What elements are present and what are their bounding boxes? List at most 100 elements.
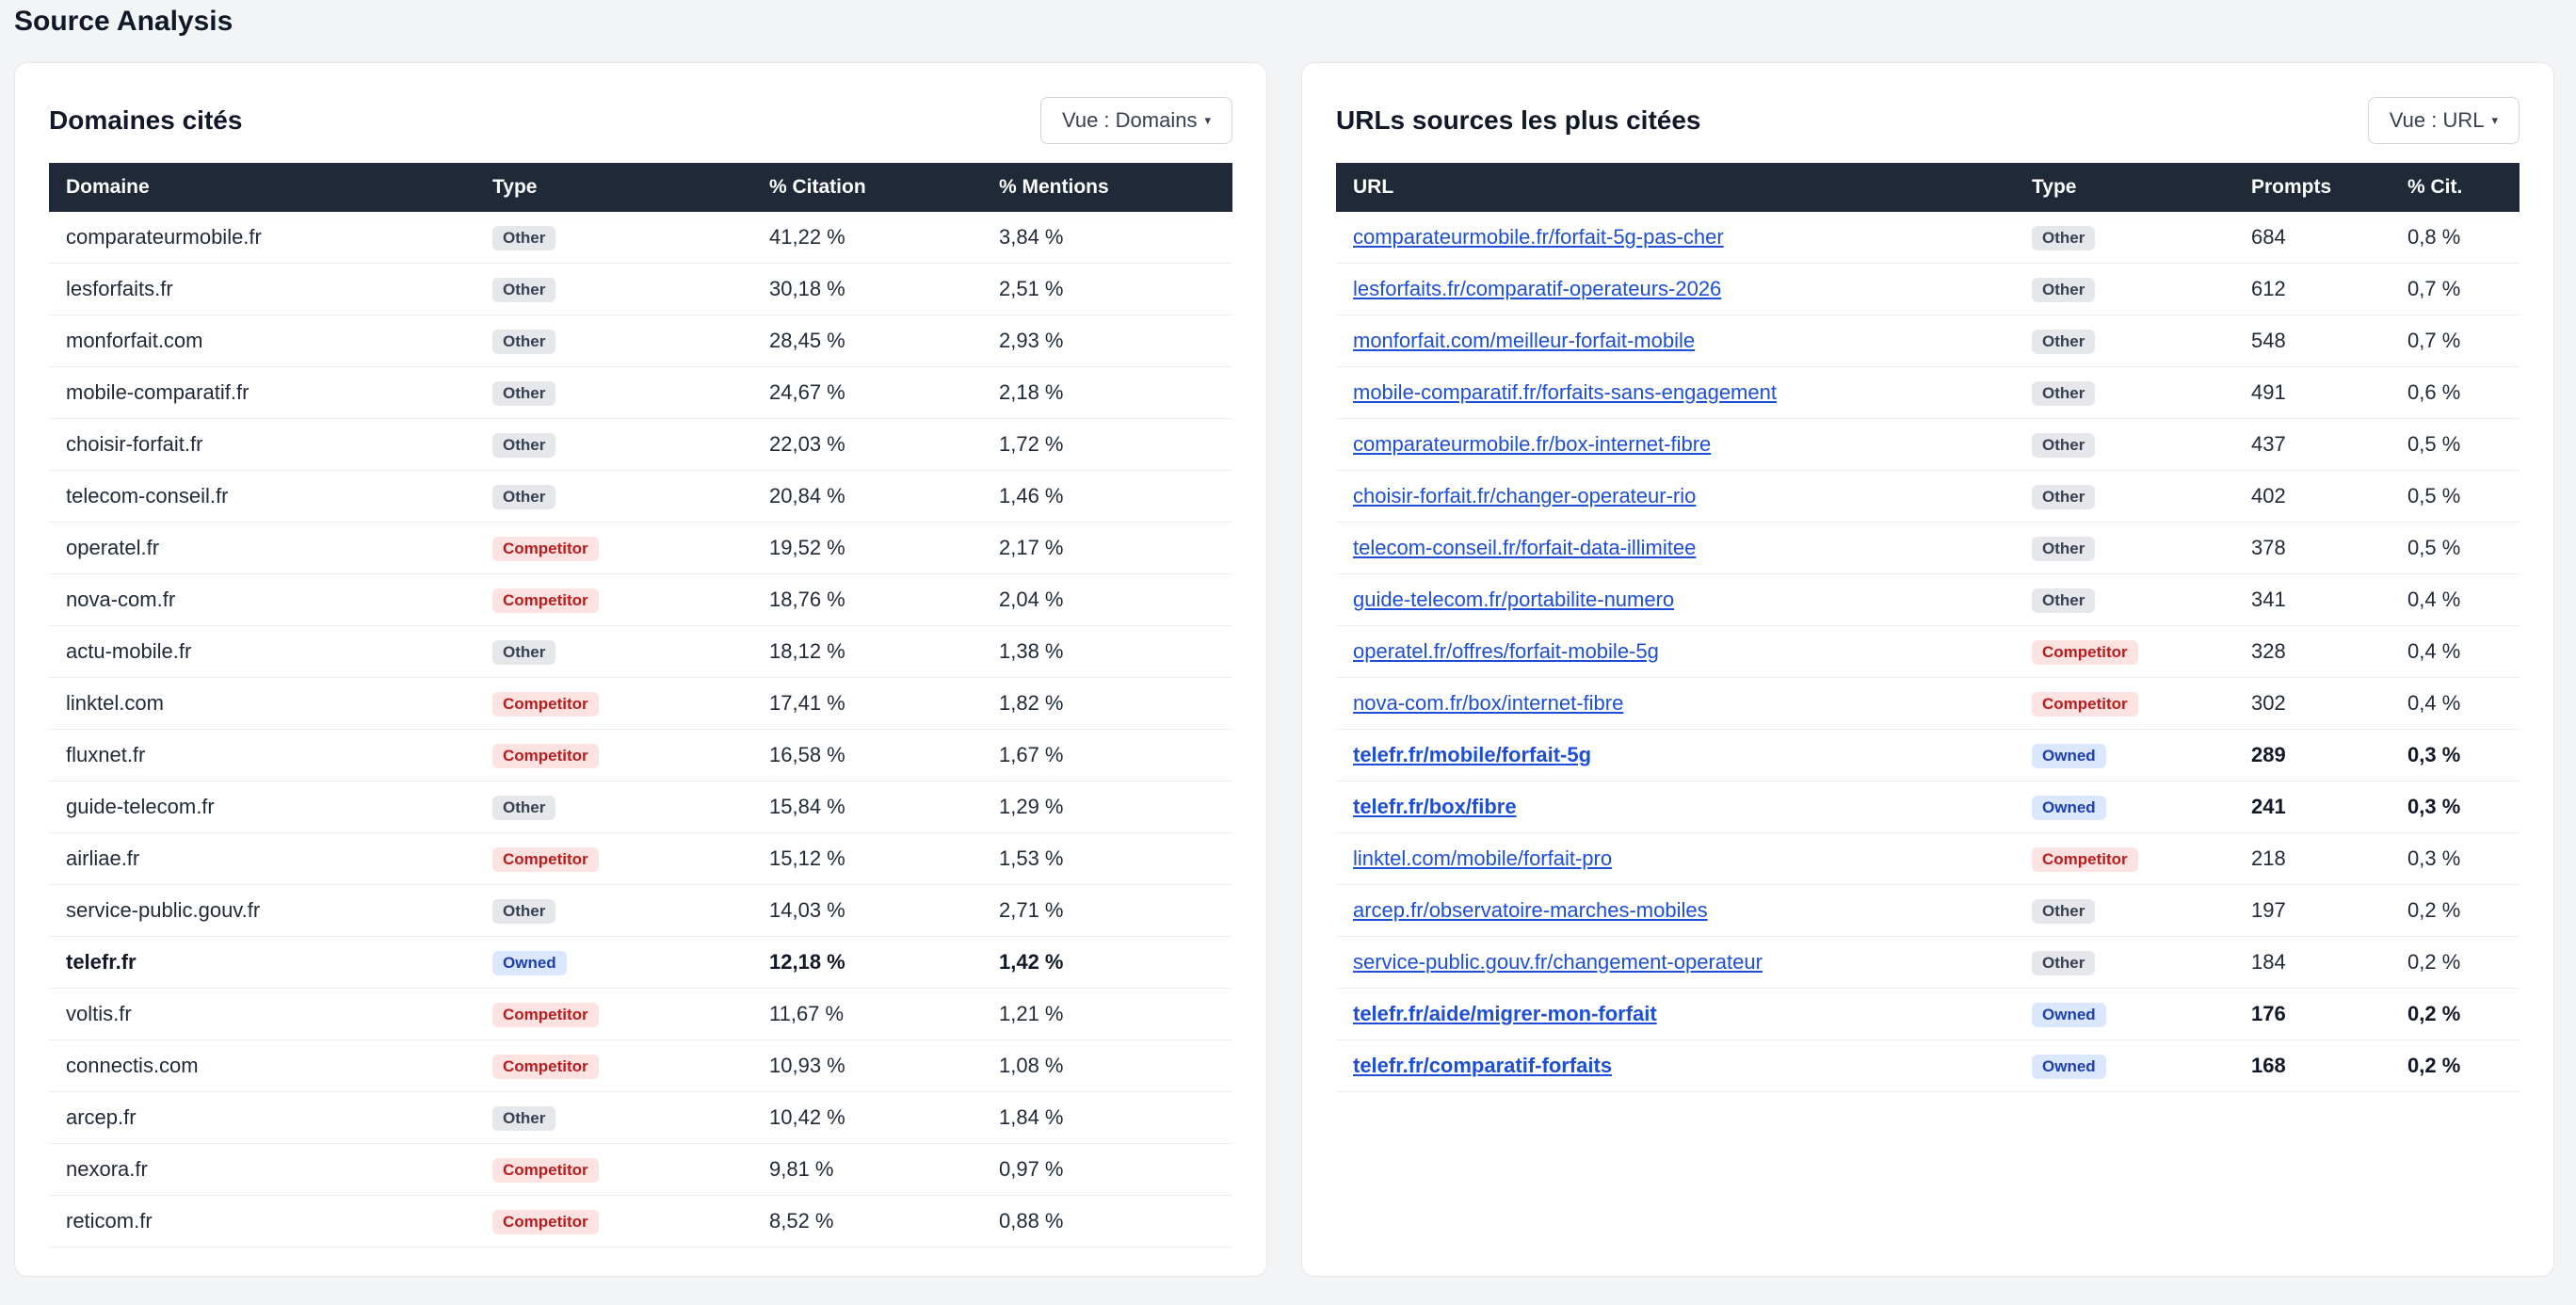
url-cell: linktel.com/mobile/forfait-pro bbox=[1336, 832, 2015, 885]
citation-cell: 17,41 % bbox=[752, 677, 982, 730]
url-link[interactable]: nova-com.fr/box/internet-fibre bbox=[1353, 691, 1624, 715]
table-row: guide-telecom.fr Other 15,84 % 1,29 % bbox=[49, 781, 1232, 833]
table-row: nova-com.fr Competitor 18,76 % 2,04 % bbox=[49, 573, 1232, 626]
url-link[interactable]: monforfait.com/meilleur-forfait-mobile bbox=[1353, 329, 1696, 352]
mentions-cell: 0,88 % bbox=[982, 1195, 1232, 1248]
table-row: actu-mobile.fr Other 18,12 % 1,38 % bbox=[49, 625, 1232, 678]
type-cell: Competitor bbox=[475, 1039, 752, 1092]
url-link[interactable]: arcep.fr/observatoire-marches-mobiles bbox=[1353, 898, 1708, 922]
type-badge: Owned bbox=[2032, 796, 2106, 820]
url-link[interactable]: telefr.fr/aide/migrer-mon-forfait bbox=[1353, 1002, 1657, 1025]
type-cell: Other bbox=[2015, 263, 2234, 315]
cit-cell: 0,2 % bbox=[2391, 1039, 2520, 1092]
type-cell: Competitor bbox=[2015, 832, 2234, 885]
column-header-domaine[interactable]: Domaine bbox=[66, 176, 150, 198]
citation-cell: 24,67 % bbox=[752, 366, 982, 419]
type-cell: Other bbox=[2015, 884, 2234, 937]
type-cell: Other bbox=[2015, 573, 2234, 626]
cit-cell: 0,8 % bbox=[2391, 212, 2520, 264]
type-badge: Other bbox=[2032, 330, 2096, 354]
table-row: lesforfaits.fr/comparatif-operateurs-202… bbox=[1336, 263, 2520, 315]
url-link[interactable]: comparateurmobile.fr/box-internet-fibre bbox=[1353, 432, 1712, 456]
url-cell: telefr.fr/aide/migrer-mon-forfait bbox=[1336, 988, 2015, 1040]
citation-cell: 41,22 % bbox=[752, 212, 982, 264]
url-cell: operatel.fr/offres/forfait-mobile-5g bbox=[1336, 625, 2015, 678]
type-badge: Owned bbox=[2032, 1003, 2106, 1027]
citation-cell: 12,18 % bbox=[752, 936, 982, 989]
mentions-cell: 2,17 % bbox=[982, 522, 1232, 574]
column-header-prompts[interactable]: Prompts bbox=[2251, 176, 2332, 198]
type-badge: Competitor bbox=[2032, 847, 2138, 872]
url-link[interactable]: comparateurmobile.fr/forfait-5g-pas-cher bbox=[1353, 225, 1724, 249]
urls-view-button[interactable]: Vue : URL ▾ bbox=[2367, 97, 2520, 144]
type-cell: Competitor bbox=[475, 522, 752, 574]
column-header-type[interactable]: Type bbox=[2032, 176, 2077, 198]
type-badge: Other bbox=[492, 381, 556, 406]
type-badge: Other bbox=[2032, 433, 2096, 458]
domain-cell: service-public.gouv.fr bbox=[49, 884, 475, 937]
column-header-mentions[interactable]: % Mentions bbox=[999, 176, 1109, 198]
type-cell: Competitor bbox=[2015, 625, 2234, 678]
url-link[interactable]: operatel.fr/offres/forfait-mobile-5g bbox=[1353, 639, 1659, 663]
type-cell: Owned bbox=[2015, 1039, 2234, 1092]
type-badge: Other bbox=[492, 278, 556, 302]
column-header-url[interactable]: URL bbox=[1353, 176, 1394, 198]
domain-cell: nexora.fr bbox=[49, 1143, 475, 1196]
cit-cell: 0,4 % bbox=[2391, 677, 2520, 730]
type-cell: Other bbox=[475, 212, 752, 264]
urls-table: URL Type Prompts % Cit. comparateurmobil… bbox=[1336, 163, 2520, 1092]
domain-cell: monforfait.com bbox=[49, 314, 475, 367]
prompts-cell: 341 bbox=[2234, 573, 2391, 626]
url-link[interactable]: lesforfaits.fr/comparatif-operateurs-202… bbox=[1353, 277, 1722, 300]
url-link[interactable]: service-public.gouv.fr/changement-operat… bbox=[1353, 950, 1763, 974]
citation-cell: 20,84 % bbox=[752, 470, 982, 523]
domain-cell: airliae.fr bbox=[49, 832, 475, 885]
domain-cell: telefr.fr bbox=[49, 936, 475, 989]
prompts-cell: 197 bbox=[2234, 884, 2391, 937]
url-cell: telefr.fr/mobile/forfait-5g bbox=[1336, 729, 2015, 781]
mentions-cell: 1,38 % bbox=[982, 625, 1232, 678]
table-row: service-public.gouv.fr/changement-operat… bbox=[1336, 936, 2520, 989]
prompts-cell: 241 bbox=[2234, 781, 2391, 833]
domain-cell: lesforfaits.fr bbox=[49, 263, 475, 315]
url-link[interactable]: choisir-forfait.fr/changer-operateur-rio bbox=[1353, 484, 1697, 508]
type-badge: Competitor bbox=[492, 1003, 599, 1027]
type-badge: Owned bbox=[2032, 1055, 2106, 1079]
column-header-citation[interactable]: % Citation bbox=[769, 176, 866, 198]
url-link[interactable]: mobile-comparatif.fr/forfaits-sans-engag… bbox=[1353, 380, 1777, 404]
cit-cell: 0,5 % bbox=[2391, 522, 2520, 574]
prompts-cell: 168 bbox=[2234, 1039, 2391, 1092]
citation-cell: 15,12 % bbox=[752, 832, 982, 885]
column-header-cit[interactable]: % Cit. bbox=[2407, 176, 2463, 198]
mentions-cell: 1,53 % bbox=[982, 832, 1232, 885]
type-cell: Other bbox=[2015, 470, 2234, 523]
type-badge: Other bbox=[492, 1106, 556, 1131]
citation-cell: 22,03 % bbox=[752, 418, 982, 471]
table-row: comparateurmobile.fr/forfait-5g-pas-cher… bbox=[1336, 212, 2520, 264]
url-link[interactable]: guide-telecom.fr/portabilite-numero bbox=[1353, 588, 1675, 611]
type-badge: Other bbox=[492, 640, 556, 665]
url-cell: telefr.fr/comparatif-forfaits bbox=[1336, 1039, 2015, 1092]
url-cell: monforfait.com/meilleur-forfait-mobile bbox=[1336, 314, 2015, 367]
url-link[interactable]: telefr.fr/comparatif-forfaits bbox=[1353, 1054, 1613, 1077]
url-link[interactable]: telecom-conseil.fr/forfait-data-illimite… bbox=[1353, 536, 1697, 559]
type-cell: Other bbox=[2015, 418, 2234, 471]
table-row: mobile-comparatif.fr/forfaits-sans-engag… bbox=[1336, 366, 2520, 419]
url-link[interactable]: telefr.fr/mobile/forfait-5g bbox=[1353, 743, 1592, 766]
url-link[interactable]: linktel.com/mobile/forfait-pro bbox=[1353, 846, 1613, 870]
url-cell: comparateurmobile.fr/forfait-5g-pas-cher bbox=[1336, 212, 2015, 264]
domains-view-button[interactable]: Vue : Domains ▾ bbox=[1039, 97, 1232, 144]
url-link[interactable]: telefr.fr/box/fibre bbox=[1353, 795, 1517, 818]
page-title: Source Analysis bbox=[14, 6, 233, 37]
type-badge: Other bbox=[2032, 537, 2096, 561]
mentions-cell: 0,97 % bbox=[982, 1143, 1232, 1196]
citation-cell: 14,03 % bbox=[752, 884, 982, 937]
domains-table-header: Domaine Type % Citation % Mentions bbox=[49, 163, 1232, 212]
domain-cell: reticom.fr bbox=[49, 1195, 475, 1248]
prompts-cell: 289 bbox=[2234, 729, 2391, 781]
citation-cell: 18,12 % bbox=[752, 625, 982, 678]
type-badge: Other bbox=[2032, 381, 2096, 406]
column-header-type[interactable]: Type bbox=[492, 176, 538, 198]
prompts-cell: 684 bbox=[2234, 212, 2391, 264]
mentions-cell: 1,08 % bbox=[982, 1039, 1232, 1092]
